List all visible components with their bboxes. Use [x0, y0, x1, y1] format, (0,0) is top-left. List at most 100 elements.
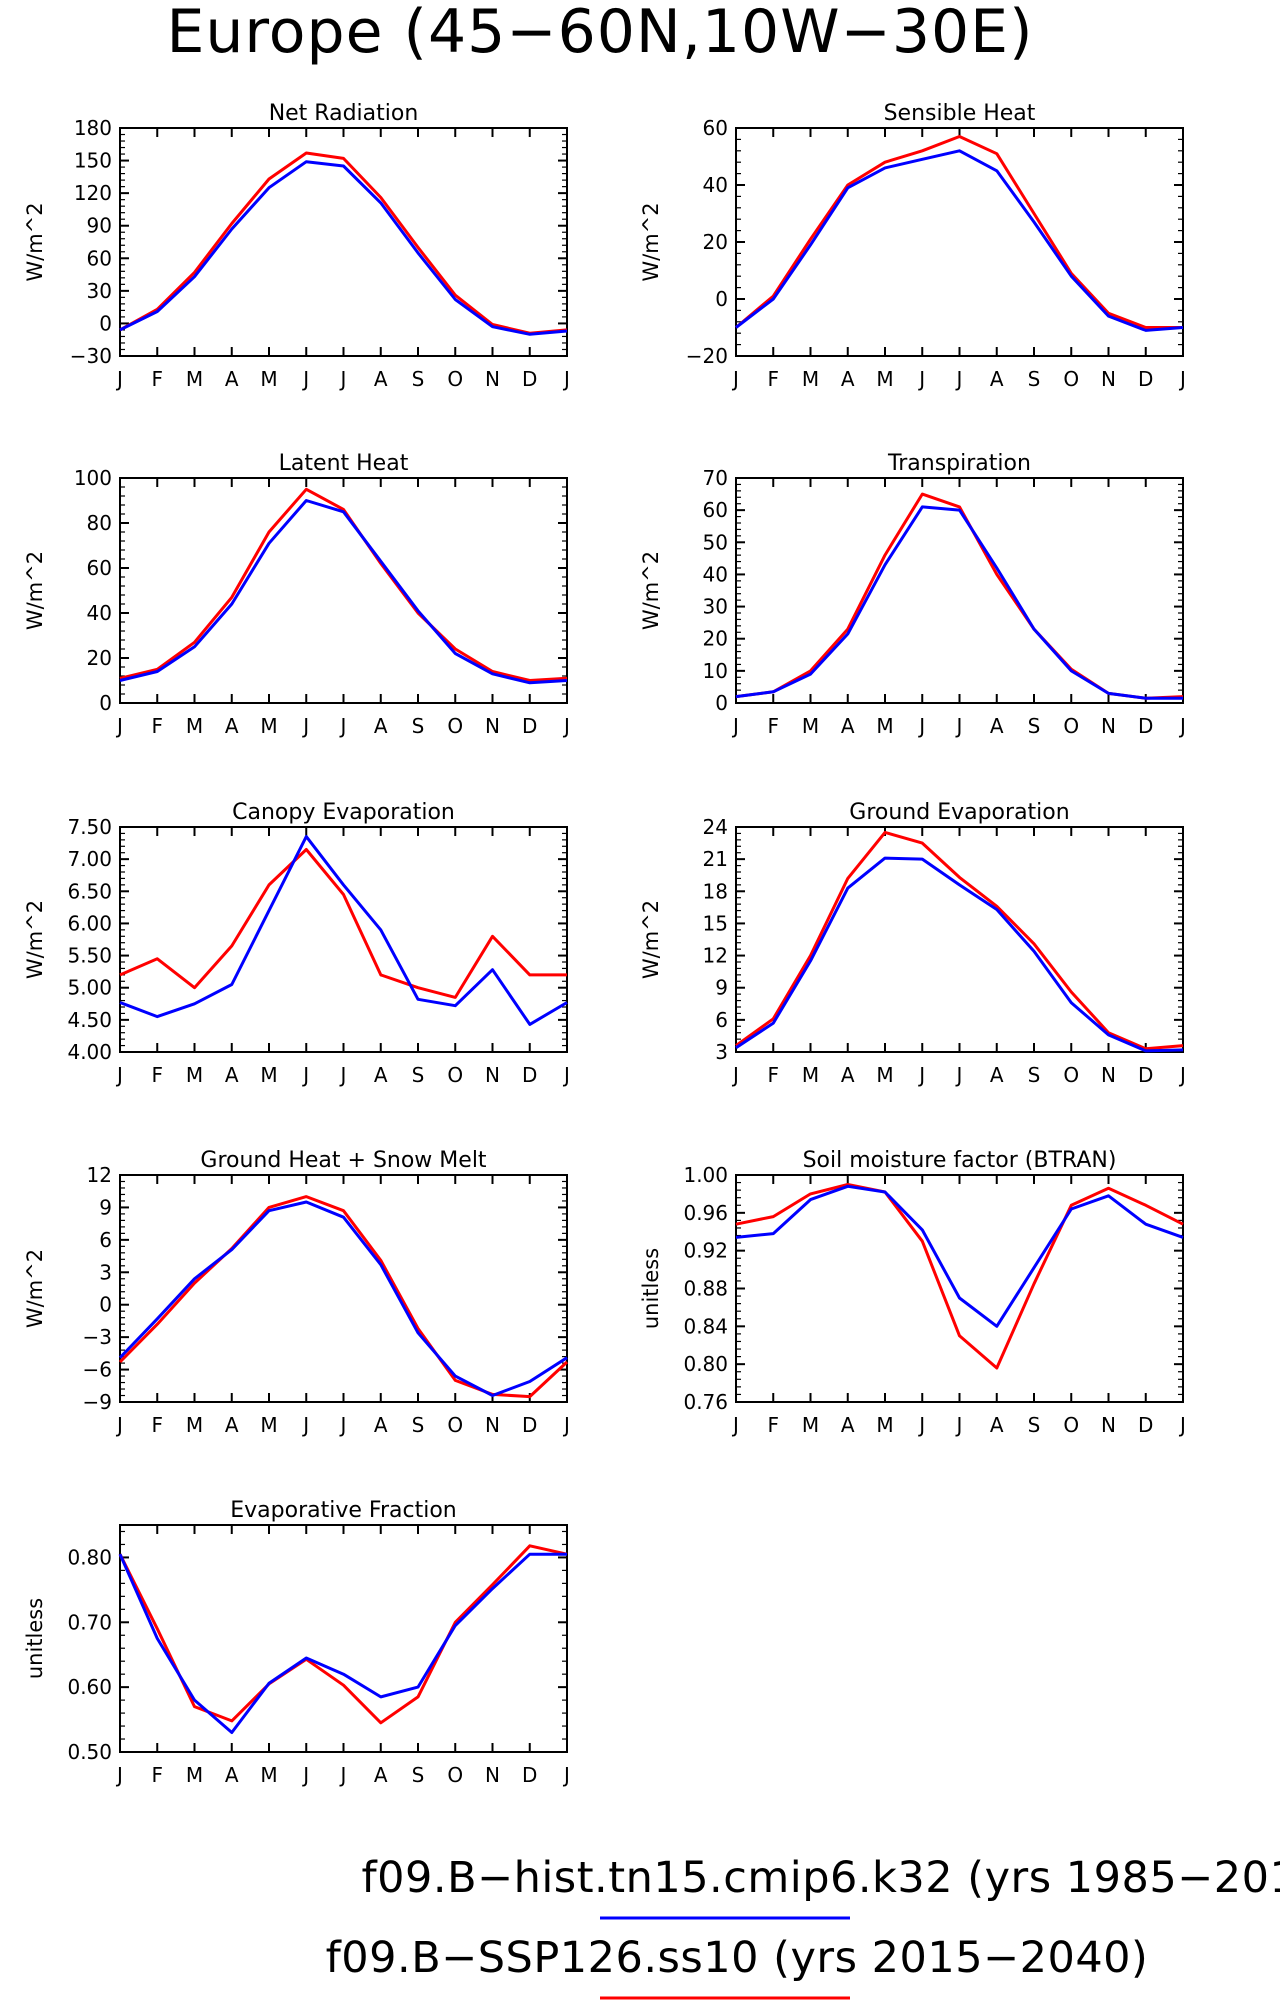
panel-title: Canopy Evaporation	[232, 800, 455, 825]
x-tick-label: N	[485, 714, 500, 738]
x-tick-label: O	[447, 1063, 463, 1087]
y-tick-label: 0.88	[683, 1277, 728, 1301]
y-tick-label: 0.50	[67, 1740, 112, 1764]
y-tick-label: 90	[87, 214, 112, 238]
x-tick-label: J	[301, 1413, 309, 1437]
series-line-hist	[735, 505, 1183, 700]
y-tick-label: 0	[99, 691, 112, 715]
y-tick-label: 20	[703, 230, 728, 254]
x-tick-label: J	[731, 1063, 739, 1087]
x-tick-label: O	[447, 1413, 463, 1437]
y-tick-label: 5.50	[67, 944, 112, 968]
x-tick-label: S	[412, 1413, 425, 1437]
x-tick-label: A	[225, 1763, 239, 1787]
x-tick-label: M	[186, 367, 203, 391]
y-tick-label: 1.00	[683, 1163, 728, 1187]
y-tick-label: 150	[74, 149, 112, 173]
x-tick-label: O	[1063, 1063, 1079, 1087]
panel-title: Evaporative Fraction	[230, 1498, 456, 1523]
y-axis-label: W/m^2	[639, 202, 663, 281]
x-tick-label: A	[990, 367, 1004, 391]
series-line-ssp	[735, 830, 1184, 1051]
y-tick-label: 0	[99, 1293, 112, 1317]
y-tick-label: 4.00	[67, 1040, 112, 1064]
x-tick-label: N	[1101, 714, 1116, 738]
x-tick-label: J	[955, 1063, 963, 1087]
y-tick-label: 9	[715, 976, 728, 1000]
x-tick-label: J	[562, 367, 570, 391]
y-tick-label: 6	[715, 1008, 728, 1032]
panel-title: Ground Evaporation	[849, 800, 1069, 825]
y-tick-label: 60	[703, 498, 728, 522]
x-tick-label: M	[802, 714, 819, 738]
x-tick-label: O	[447, 367, 463, 391]
panel-title: Ground Heat + Snow Melt	[200, 1148, 487, 1173]
x-tick-label: A	[225, 1063, 239, 1087]
x-tick-label: D	[1138, 1063, 1153, 1087]
x-tick-label: F	[767, 367, 779, 391]
x-tick-label: O	[1063, 714, 1079, 738]
x-tick-label: J	[115, 714, 123, 738]
x-tick-label: A	[225, 1413, 239, 1437]
y-tick-label: 21	[703, 847, 728, 871]
x-tick-label: M	[260, 714, 277, 738]
x-tick-label: J	[731, 714, 739, 738]
x-tick-label: M	[260, 1063, 277, 1087]
x-tick-label: S	[1028, 1063, 1041, 1087]
x-tick-label: J	[339, 714, 347, 738]
y-tick-label: 7.50	[67, 815, 112, 839]
x-tick-label: M	[186, 1063, 203, 1087]
x-tick-label: S	[1028, 714, 1041, 738]
x-tick-label: D	[1138, 1413, 1153, 1437]
x-tick-label: A	[841, 1063, 855, 1087]
y-tick-label: −30	[70, 344, 112, 368]
y-axis-label: W/m^2	[23, 551, 47, 630]
x-tick-label: M	[186, 1763, 203, 1787]
y-tick-label: 0.80	[683, 1352, 728, 1376]
y-tick-label: 10	[703, 659, 728, 683]
x-tick-label: J	[562, 714, 570, 738]
y-tick-label: 70	[703, 466, 728, 490]
y-tick-label: −3	[83, 1325, 112, 1349]
y-tick-label: 15	[703, 911, 728, 935]
x-tick-label: N	[485, 1413, 500, 1437]
y-tick-label: 0.92	[683, 1239, 728, 1263]
y-axis-label: W/m^2	[23, 900, 47, 979]
series-line-ssp	[119, 848, 567, 999]
x-tick-label: F	[151, 1413, 163, 1437]
x-tick-label: A	[225, 367, 239, 391]
plot-frame	[119, 826, 568, 1053]
series-line-hist	[119, 160, 568, 336]
x-tick-label: O	[1063, 367, 1079, 391]
y-tick-label: 0	[715, 691, 728, 715]
series-line-hist	[119, 499, 568, 685]
x-tick-label: N	[1101, 367, 1116, 391]
y-tick-label: 3	[99, 1260, 112, 1284]
y-tick-label: 60	[87, 246, 112, 270]
legend: f09.B−hist.tn15.cmip6.k32 (yrs 1985−2014…	[326, 1853, 1280, 2000]
x-tick-label: N	[1101, 1413, 1116, 1437]
legend-label-hist: f09.B−hist.tn15.cmip6.k32 (yrs 1985−2014…	[362, 1853, 1280, 1903]
plot-frame	[119, 127, 568, 357]
x-tick-label: F	[151, 1063, 163, 1087]
x-tick-label: J	[1178, 367, 1186, 391]
x-tick-label: J	[1178, 1063, 1186, 1087]
x-tick-label: J	[115, 1763, 123, 1787]
x-tick-label: A	[374, 367, 388, 391]
series-line-ssp	[735, 1183, 1184, 1370]
y-axis-label: W/m^2	[639, 900, 663, 979]
panel-title: Latent Heat	[279, 451, 409, 476]
x-tick-label: F	[151, 1763, 163, 1787]
y-axis-label: W/m^2	[23, 1249, 47, 1328]
y-tick-label: 0.76	[683, 1390, 728, 1414]
x-tick-label: J	[955, 1413, 963, 1437]
x-tick-label: A	[841, 714, 855, 738]
